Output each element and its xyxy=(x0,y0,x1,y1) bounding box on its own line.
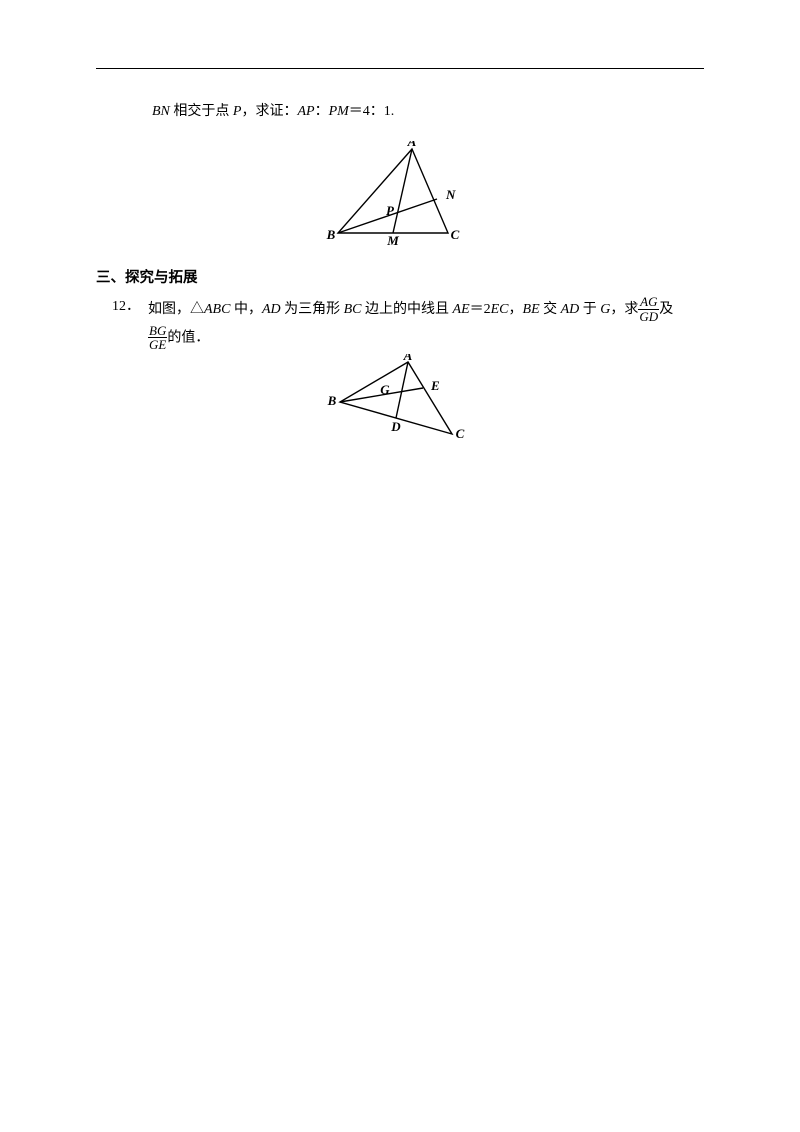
problem-12-body: 如图，△ABC 中，AD 为三角形 BC 边上的中线且 AE＝2EC，BE 交 … xyxy=(140,295,704,352)
p12-ABC: ABC xyxy=(204,302,230,317)
p12-t11: 的值． xyxy=(167,330,209,345)
text-BN: BN xyxy=(152,104,170,119)
p12-t8: 于 xyxy=(579,302,600,317)
fig1-label-B: B xyxy=(326,227,336,242)
fig1-label-A: A xyxy=(407,141,417,149)
text-eq: ＝4：1. xyxy=(349,104,395,119)
p12-G: G xyxy=(600,302,610,317)
p12-t5: ＝2 xyxy=(470,302,491,317)
fig2-label-D: D xyxy=(390,419,401,434)
p12-BE: BE xyxy=(523,302,540,317)
section-3-header: 三、探究与拓展 xyxy=(96,266,704,287)
frac2-den: GE xyxy=(148,338,167,352)
text-m2: ，求证： xyxy=(241,104,297,119)
text-AP: AP xyxy=(297,104,314,119)
p12-AD2: AD xyxy=(561,302,580,317)
p12-EC: EC xyxy=(491,302,509,317)
frac-AG-GD: AGGD xyxy=(638,295,659,323)
p12-t3: 为三角形 xyxy=(281,302,344,317)
p12-t1: 如图，△ xyxy=(148,302,204,317)
problem-12: 12． 如图，△ABC 中，AD 为三角形 BC 边上的中线且 AE＝2EC，B… xyxy=(96,295,704,352)
problem-12-number: 12． xyxy=(110,295,140,320)
figure-2: A B C D E G xyxy=(96,354,704,451)
p12-AD: AD xyxy=(262,302,281,317)
text-m1: 相交于点 xyxy=(170,104,233,119)
continuation-line: BN 相交于点 P，求证：AP：PM＝4：1. xyxy=(152,101,704,123)
fig2-label-G: G xyxy=(380,382,390,397)
p12-AE: AE xyxy=(453,302,470,317)
text-colon1: ： xyxy=(315,104,329,119)
frac1-den: GD xyxy=(638,310,659,324)
figure-1: A B C M N P xyxy=(96,141,704,256)
fig1-label-M: M xyxy=(386,233,399,248)
frac1-num: AG xyxy=(638,295,659,310)
fig2-label-A: A xyxy=(403,354,413,363)
p12-BC: BC xyxy=(344,302,362,317)
frac-BG-GE: BGGE xyxy=(148,324,167,352)
p12-t10: 及 xyxy=(659,302,673,317)
p12-t4: 边上的中线且 xyxy=(362,302,453,317)
frac2-num: BG xyxy=(148,324,167,339)
fig1-label-P: P xyxy=(386,203,395,218)
fig2-label-E: E xyxy=(430,378,440,393)
text-PM: PM xyxy=(329,104,349,119)
fig2-label-B: B xyxy=(327,393,337,408)
p12-t6: ， xyxy=(509,302,523,317)
top-rule xyxy=(96,68,704,69)
p12-t2: 中， xyxy=(230,302,262,317)
fig1-label-N: N xyxy=(445,187,456,202)
p12-t7: 交 xyxy=(540,302,561,317)
fig1-label-C: C xyxy=(451,227,460,242)
fig2-label-C: C xyxy=(456,426,465,441)
p12-t9: ，求 xyxy=(610,302,638,317)
